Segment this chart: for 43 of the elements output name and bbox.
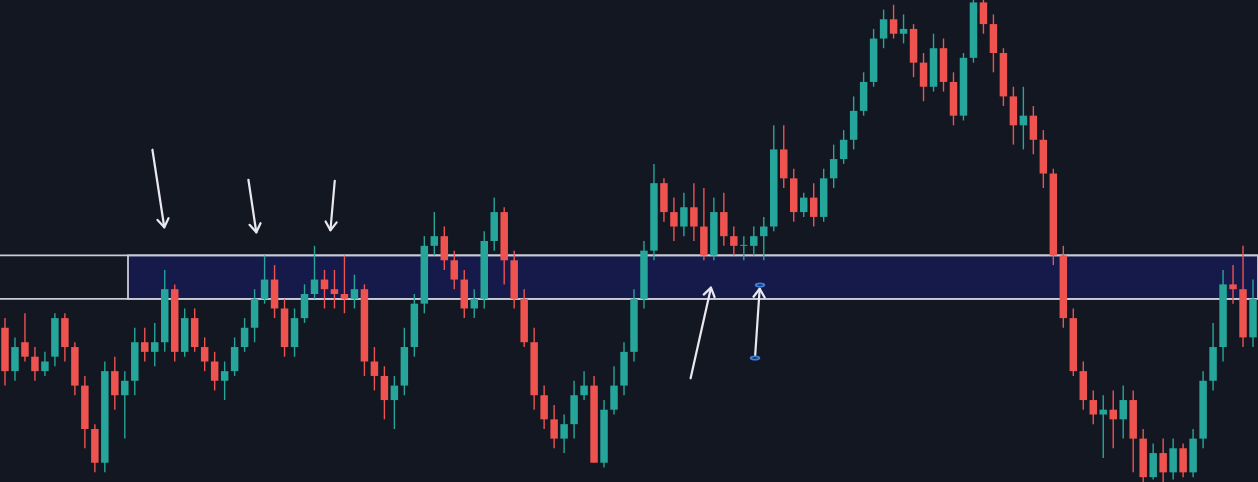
candlestick xyxy=(889,4,898,40)
candlestick xyxy=(1229,264,1237,305)
candlestick xyxy=(1109,389,1117,449)
candlestick xyxy=(680,192,688,237)
candlestick xyxy=(550,404,558,449)
candlestick xyxy=(690,182,698,242)
candlestick xyxy=(31,346,39,382)
candlestick xyxy=(390,375,399,430)
candlestick xyxy=(1119,384,1127,440)
candlestick xyxy=(340,254,349,314)
candlestick xyxy=(350,274,359,310)
candlestick xyxy=(41,351,49,377)
candlestick xyxy=(210,351,219,392)
candlestick xyxy=(430,211,439,257)
candlestick xyxy=(899,13,908,45)
candlestick xyxy=(1159,437,1167,482)
candlestick xyxy=(670,196,678,242)
candlestick xyxy=(760,216,768,261)
candlestick xyxy=(200,336,209,372)
candlestick xyxy=(560,413,568,454)
candlestick xyxy=(121,370,129,440)
candlestick xyxy=(1089,389,1098,425)
candlestick xyxy=(141,327,149,363)
candlestick xyxy=(750,225,758,257)
candlestick xyxy=(730,225,738,257)
candlestick xyxy=(220,360,229,401)
candlestick xyxy=(829,143,838,189)
candlestick xyxy=(240,317,249,353)
candlestick xyxy=(809,182,818,228)
candlestick xyxy=(839,129,848,165)
candlestick xyxy=(330,269,339,310)
candlestick xyxy=(740,235,748,261)
candlestick xyxy=(799,192,808,218)
candlestick xyxy=(21,312,29,363)
candlestick xyxy=(450,249,459,290)
candlestick xyxy=(979,0,988,35)
candlestick xyxy=(879,8,888,49)
candlestick xyxy=(310,245,319,300)
candlestick xyxy=(260,254,269,305)
candlestick xyxy=(370,346,379,392)
candlestick xyxy=(1099,394,1107,459)
candlestick xyxy=(151,322,159,368)
candlestick xyxy=(580,370,588,401)
